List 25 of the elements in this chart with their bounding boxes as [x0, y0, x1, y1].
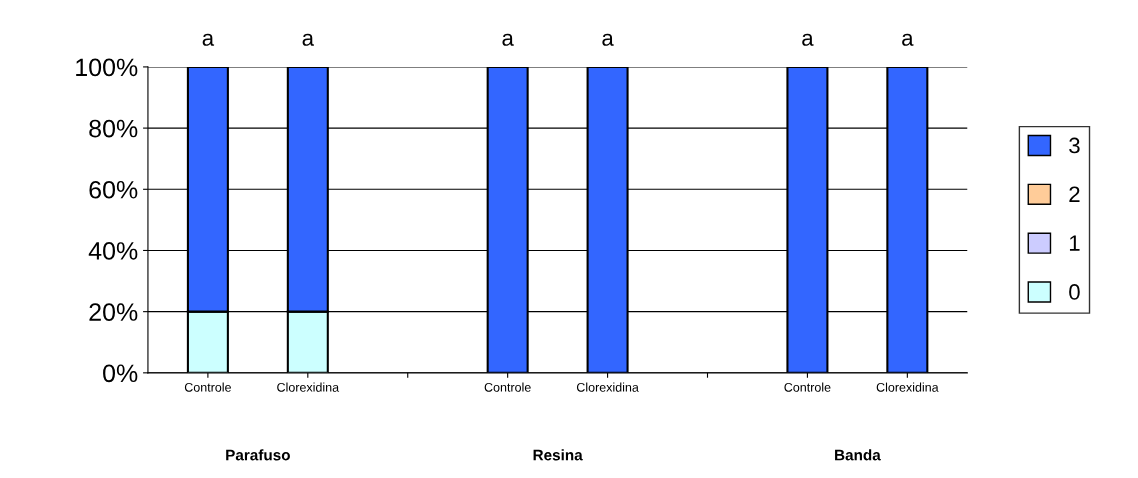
data-label: a — [302, 33, 314, 46]
legend-label: 0 — [1069, 284, 1080, 300]
y-tick-label: 80% — [89, 119, 138, 138]
legend-label: 2 — [1069, 186, 1080, 202]
text: Banda — [835, 449, 881, 461]
x-tick-label: Clorexidina — [277, 382, 340, 392]
y-tick-label: 40% — [88, 242, 138, 260]
data-label: a — [802, 33, 814, 46]
data-label: a — [502, 33, 514, 46]
data-label: a — [202, 33, 215, 46]
x-tick-label: Controle — [784, 382, 831, 392]
y-tick-label: 100% — [76, 58, 138, 77]
text: Resina — [533, 449, 583, 461]
x-tick-label: Controle — [184, 382, 231, 392]
x-tick-label: Clorexidina — [576, 382, 639, 392]
x-tick-label: Controle — [484, 382, 531, 392]
x-tick-label: Clorexidina — [876, 382, 939, 392]
data-label: a — [902, 33, 914, 46]
data-label: a — [602, 33, 614, 46]
y-tick-label: 20% — [89, 303, 138, 321]
legend-label: 3 — [1069, 137, 1080, 154]
text: Parafuso — [226, 449, 290, 461]
y-tick-label: 0% — [103, 364, 138, 383]
y-tick-label: 60% — [89, 180, 138, 199]
legend-label: 1 — [1069, 235, 1080, 251]
